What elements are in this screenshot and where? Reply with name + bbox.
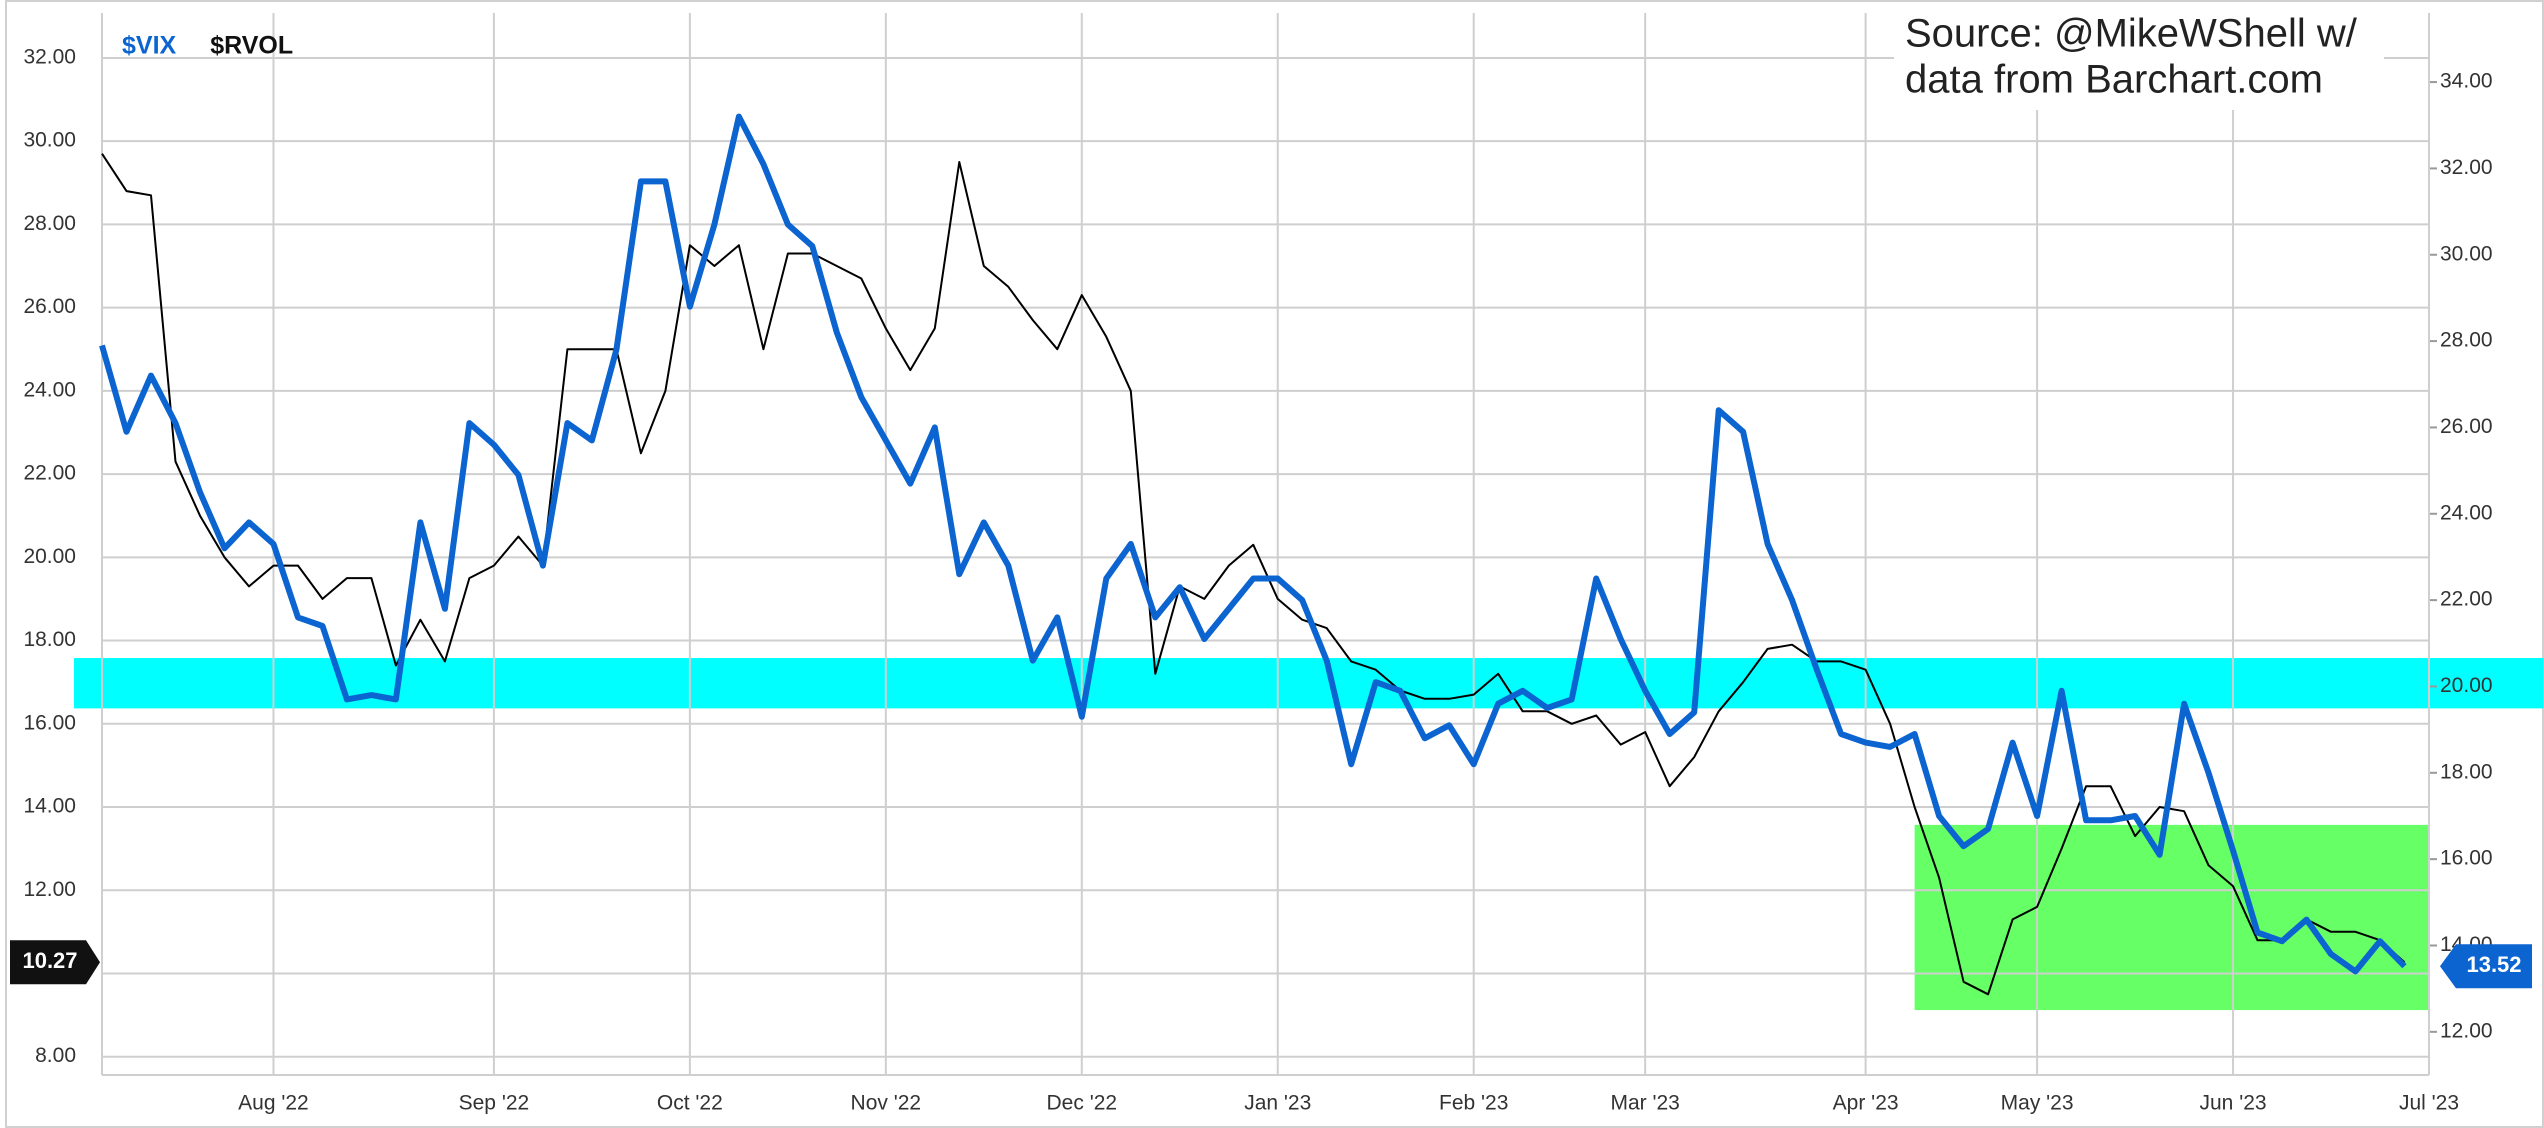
- x-tick-label: Jul '23: [2399, 1092, 2459, 1115]
- y-tick-label: 30.00: [23, 129, 76, 152]
- y2-tick-label: 20.00: [2440, 674, 2493, 697]
- y2-tick-label: 28.00: [2440, 329, 2493, 352]
- y2-tick-label: 26.00: [2440, 415, 2493, 438]
- last-value-label: 13.52: [2466, 952, 2521, 977]
- last-value-label: 10.27: [22, 948, 77, 973]
- x-tick-label: May '23: [2001, 1092, 2074, 1115]
- y-tick-label: 24.00: [23, 378, 76, 401]
- y-tick-label: 12.00: [23, 878, 76, 901]
- x-tick-label: Jan '23: [1244, 1092, 1311, 1115]
- source-box: [1894, 2, 2384, 110]
- x-tick-label: Apr '23: [1833, 1092, 1899, 1115]
- highlight-band: [74, 658, 2543, 709]
- y-tick-label: 8.00: [35, 1044, 76, 1067]
- y-tick-label: 16.00: [23, 711, 76, 734]
- x-tick-label: Mar '23: [1610, 1092, 1679, 1115]
- x-tick-label: Aug '22: [238, 1092, 309, 1115]
- x-tick-label: Feb '23: [1439, 1092, 1508, 1115]
- source-text: Source: @MikeWShell w/: [1905, 12, 2358, 56]
- legend-entry: $RVOL: [210, 32, 293, 60]
- highlight-band: [1914, 824, 2429, 1011]
- y2-tick-label: 34.00: [2440, 70, 2493, 93]
- y2-tick-label: 32.00: [2440, 156, 2493, 179]
- y2-tick-label: 22.00: [2440, 588, 2493, 611]
- y2-tick-label: 24.00: [2440, 501, 2493, 524]
- x-tick-label: Jun '23: [2200, 1092, 2267, 1115]
- chart-frame: [5, 0, 2544, 1128]
- y-tick-label: 14.00: [23, 795, 76, 818]
- x-tick-label: Dec '22: [1047, 1092, 1118, 1115]
- x-tick-label: Oct '22: [657, 1092, 723, 1115]
- y-tick-label: 18.00: [23, 628, 76, 651]
- y-tick-label: 28.00: [23, 212, 76, 235]
- y-tick-label: 32.00: [23, 45, 76, 68]
- y2-tick-label: 16.00: [2440, 847, 2493, 870]
- series-line: [101, 153, 2406, 996]
- x-tick-label: Sep '22: [459, 1092, 530, 1115]
- last-value-box: [10, 940, 100, 985]
- y2-tick-label: 30.00: [2440, 242, 2493, 265]
- last-value-box: [2440, 944, 2532, 989]
- series-line: [99, 113, 2407, 975]
- y2-tick-label: 12.00: [2440, 1019, 2493, 1042]
- y-tick-label: 22.00: [23, 462, 76, 485]
- source-text: data from Barchart.com: [1905, 58, 2323, 102]
- legend-entry: $VIX: [122, 32, 177, 60]
- y-tick-label: 20.00: [23, 545, 76, 568]
- x-tick-label: Nov '22: [851, 1092, 922, 1115]
- y2-tick-label: 18.00: [2440, 760, 2493, 783]
- y-tick-label: 26.00: [23, 295, 76, 318]
